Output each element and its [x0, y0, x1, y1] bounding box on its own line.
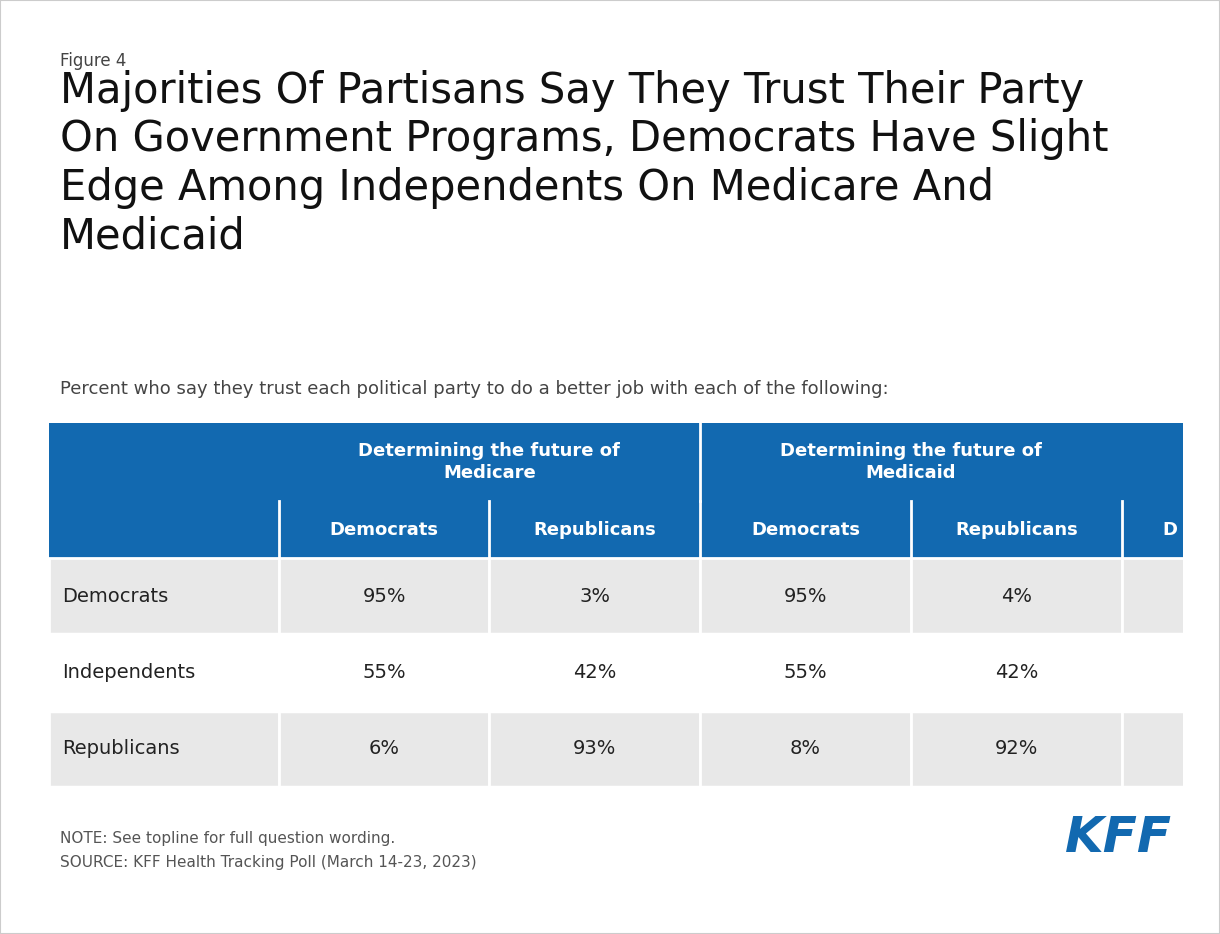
Bar: [489, 711, 700, 787]
Bar: [49, 711, 278, 787]
Bar: [911, 634, 1121, 711]
Text: D: D: [1161, 520, 1177, 539]
Text: 42%: 42%: [994, 663, 1038, 682]
Text: Figure 4: Figure 4: [60, 52, 127, 70]
Text: KFF: KFF: [1065, 814, 1172, 862]
Bar: [911, 558, 1121, 634]
Bar: [49, 423, 1218, 558]
Text: Democrats: Democrats: [752, 520, 860, 539]
Bar: [489, 634, 700, 711]
Bar: [278, 711, 489, 787]
Bar: [700, 558, 911, 634]
Bar: [1121, 634, 1218, 711]
Text: 4%: 4%: [1000, 587, 1032, 605]
Bar: [489, 558, 700, 634]
Bar: [911, 711, 1121, 787]
Text: Republicans: Republicans: [62, 740, 181, 758]
Text: Independents: Independents: [62, 663, 195, 682]
Text: Percent who say they trust each political party to do a better job with each of : Percent who say they trust each politica…: [60, 380, 889, 398]
Bar: [49, 634, 278, 711]
Bar: [49, 558, 278, 634]
Text: NOTE: See topline for full question wording.: NOTE: See topline for full question word…: [60, 831, 395, 846]
Bar: [700, 634, 911, 711]
Bar: [1121, 711, 1218, 787]
Text: 6%: 6%: [368, 740, 400, 758]
Text: Republicans: Republicans: [533, 520, 656, 539]
Text: 8%: 8%: [791, 740, 821, 758]
Text: 95%: 95%: [362, 587, 406, 605]
Text: 95%: 95%: [783, 587, 827, 605]
Text: SOURCE: KFF Health Tracking Poll (March 14-23, 2023): SOURCE: KFF Health Tracking Poll (March …: [60, 855, 477, 870]
Bar: [278, 558, 489, 634]
Text: Republicans: Republicans: [955, 520, 1077, 539]
Text: Democrats: Democrats: [62, 587, 168, 605]
Text: 92%: 92%: [994, 740, 1038, 758]
Text: Majorities Of Partisans Say They Trust Their Party
On Government Programs, Democ: Majorities Of Partisans Say They Trust T…: [60, 70, 1109, 258]
Text: Determining the future of
Medicaid: Determining the future of Medicaid: [780, 442, 1042, 483]
Text: 55%: 55%: [362, 663, 406, 682]
Text: 93%: 93%: [573, 740, 616, 758]
Text: 42%: 42%: [573, 663, 616, 682]
Text: Determining the future of
Medicare: Determining the future of Medicare: [359, 442, 621, 483]
Bar: [700, 711, 911, 787]
Text: 3%: 3%: [580, 587, 610, 605]
Bar: [1121, 558, 1218, 634]
Text: 55%: 55%: [783, 663, 827, 682]
Bar: [278, 634, 489, 711]
Text: Democrats: Democrats: [329, 520, 438, 539]
